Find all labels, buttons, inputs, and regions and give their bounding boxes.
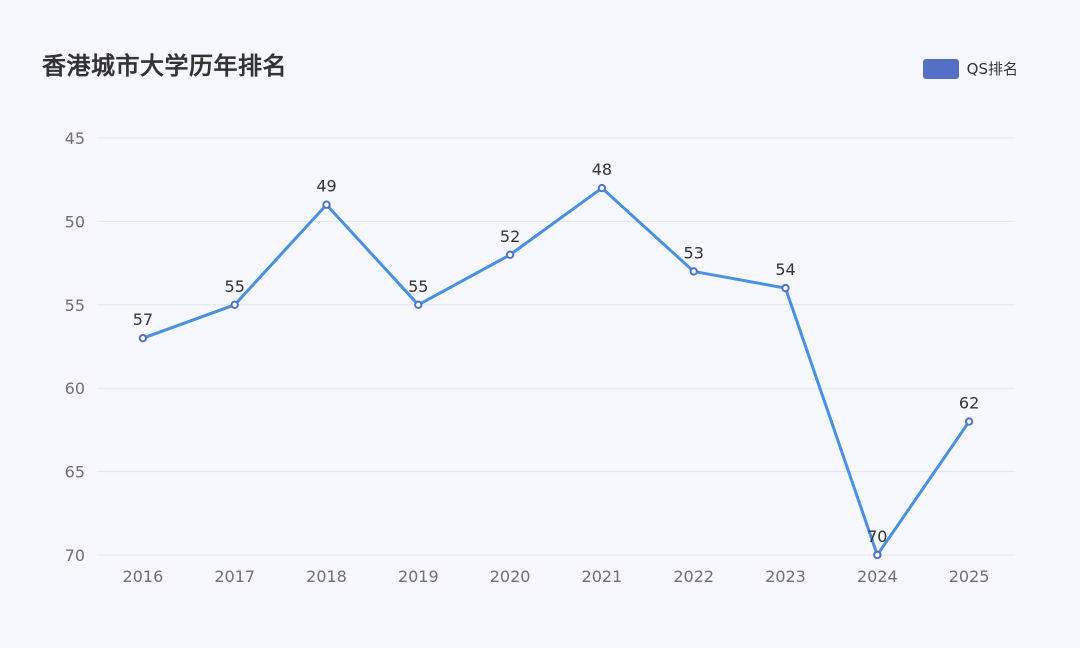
data-point (230, 300, 239, 309)
x-tick-label: 2020 (490, 567, 531, 586)
data-point (873, 550, 882, 560)
y-axis: 45 50 55 60 65 70 (65, 129, 85, 565)
data-point (597, 183, 607, 193)
data-point (505, 250, 515, 259)
x-axis: 2016 2017 2018 2019 2020 2021 2022 2023 2024 2025 (123, 567, 990, 586)
data-point (689, 267, 698, 276)
data-label: 48 (592, 160, 612, 179)
y-tick-label: 55 (65, 296, 85, 315)
data-point (322, 200, 331, 209)
y-tick-label: 50 (65, 212, 85, 231)
x-tick-label: 2017 (214, 567, 255, 586)
x-tick-label: 2019 (398, 567, 439, 586)
markers (138, 183, 974, 560)
data-point (414, 300, 423, 309)
chart-title: 香港城市大学历年排名 (42, 52, 287, 80)
series-line (141, 186, 971, 557)
data-label: 49 (316, 177, 336, 196)
data-label: 55 (408, 277, 428, 296)
x-tick-label: 2024 (857, 567, 898, 586)
legend-swatch (922, 58, 959, 79)
y-tick-label: 65 (65, 463, 85, 482)
data-label: 70 (867, 527, 887, 546)
data-label: 54 (775, 260, 795, 279)
x-tick-label: 2018 (306, 567, 347, 586)
y-tick-label: 70 (65, 546, 85, 565)
data-label: 53 (684, 243, 704, 262)
y-tick-label: 45 (65, 129, 85, 148)
grid-lines (97, 137, 1015, 556)
data-label: 55 (225, 277, 245, 296)
x-tick-label: 2022 (673, 567, 714, 586)
y-tick-label: 60 (65, 379, 85, 398)
legend[interactable]: QS排名 (922, 58, 1018, 79)
data-label: 62 (959, 394, 979, 413)
data-point (964, 417, 974, 426)
data-point (781, 283, 790, 293)
legend-label: QS排名 (966, 60, 1018, 78)
series-layer (141, 186, 971, 557)
data-labels: 57 55 49 55 52 48 53 54 70 62 (133, 160, 980, 546)
data-label: 57 (133, 310, 153, 329)
x-tick-label: 2021 (582, 567, 623, 586)
data-point (138, 333, 148, 343)
x-tick-label: 2025 (949, 567, 990, 586)
data-label: 52 (500, 227, 520, 246)
x-tick-label: 2023 (765, 567, 806, 586)
x-tick-label: 2016 (123, 567, 164, 586)
